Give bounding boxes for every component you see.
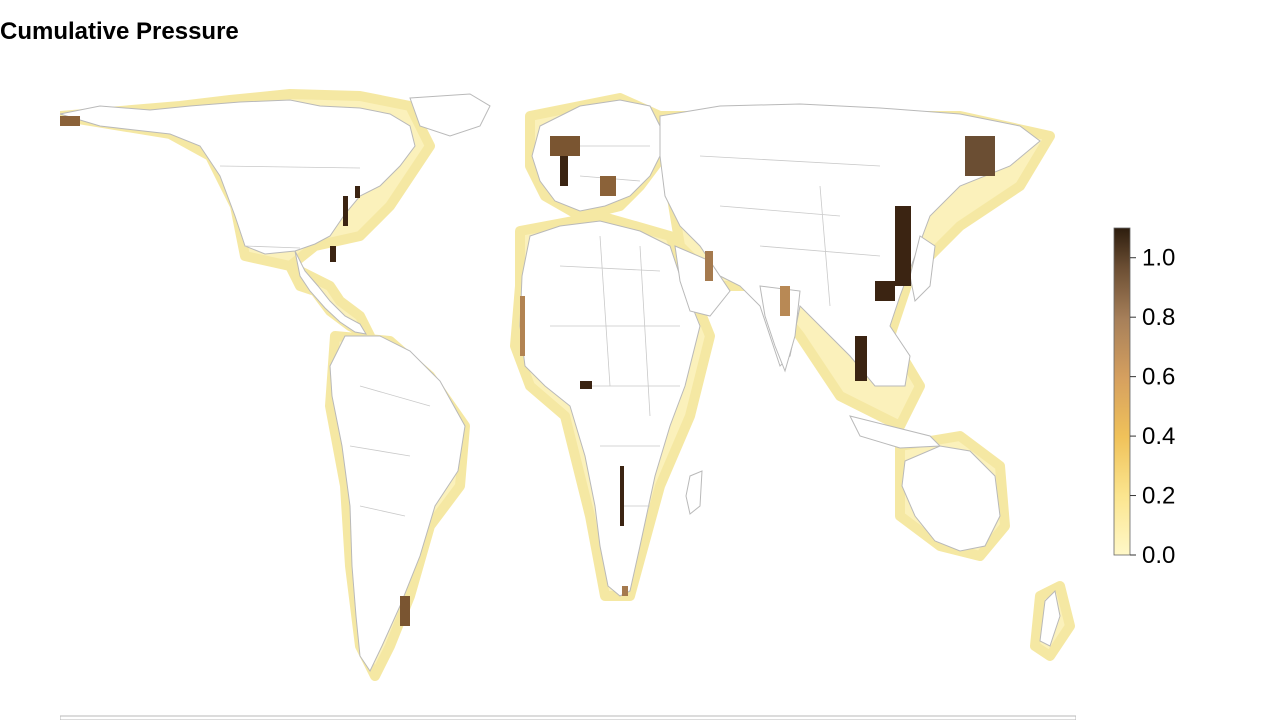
world-map <box>60 89 1076 720</box>
legend-tick-label: 0.4 <box>1142 423 1175 450</box>
legend-ticks: 0.0 0.2 0.4 0.6 0.8 1.0 <box>1130 245 1175 569</box>
north-america <box>60 99 416 255</box>
high-pressure-hotspots <box>60 116 995 626</box>
antarctica-edge <box>60 715 1076 720</box>
color-legend: 0.0 0.2 0.4 0.6 0.8 1.0 <box>1113 227 1175 569</box>
japan <box>909 235 936 303</box>
land-masses <box>60 93 1076 720</box>
greenland <box>409 93 491 137</box>
central-america <box>294 250 367 335</box>
africa <box>519 220 701 597</box>
legend-tick-label: 1.0 <box>1142 245 1175 272</box>
legend-tick-label: 0.6 <box>1142 364 1175 391</box>
legend-color-bar <box>1113 227 1131 556</box>
asia <box>659 103 1041 387</box>
legend-tick-label: 0.8 <box>1142 304 1175 331</box>
legend-tick-label: 0.0 <box>1142 542 1175 569</box>
legend-tick-label: 0.2 <box>1142 483 1175 510</box>
map-title: Cumulative Pressure <box>0 18 239 45</box>
australia <box>901 445 1001 552</box>
new-zealand <box>1039 589 1061 647</box>
south-america <box>329 335 466 673</box>
madagascar <box>685 470 703 515</box>
